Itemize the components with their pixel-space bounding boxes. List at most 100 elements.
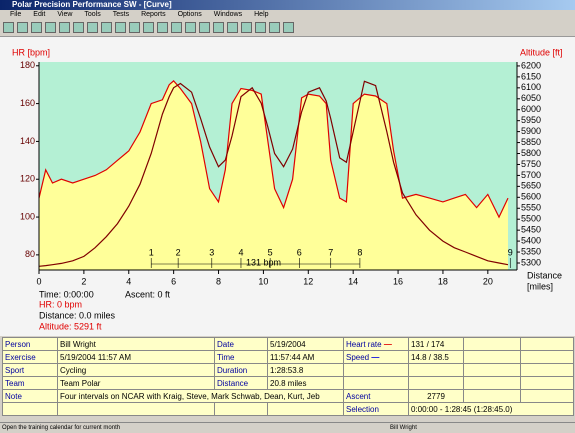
menu-item[interactable]: Windows xyxy=(213,11,243,18)
tool-button[interactable] xyxy=(171,22,182,33)
lap-label: 5 xyxy=(268,247,273,257)
label: Exercise xyxy=(2,350,58,364)
lap-label: 6 xyxy=(297,247,302,257)
y2-tick-label: 5500 xyxy=(521,214,541,224)
x-tick-label: 8 xyxy=(216,276,221,286)
value: 1:28:53.8 xyxy=(267,363,344,377)
tool-button[interactable] xyxy=(31,22,42,33)
menu-item[interactable]: Options xyxy=(177,11,202,18)
y2-tick-label: 5700 xyxy=(521,170,541,180)
menu-item[interactable]: Edit xyxy=(33,11,46,18)
tool-button[interactable] xyxy=(199,22,210,33)
label: Date xyxy=(214,337,268,351)
y2-tick-label: 5950 xyxy=(521,115,541,125)
tool-button[interactable] xyxy=(129,22,140,33)
y-tick-label: 80 xyxy=(25,249,35,259)
tool-button[interactable] xyxy=(283,22,294,33)
tool-button[interactable] xyxy=(269,22,280,33)
tool-button[interactable] xyxy=(3,22,14,33)
value: 5/19/2004 xyxy=(267,337,344,351)
y2-tick-label: 5900 xyxy=(521,126,541,136)
menu-item[interactable]: Reports xyxy=(141,11,166,18)
y2-tick-label: 5350 xyxy=(521,246,541,256)
x-tick-label: 18 xyxy=(438,276,448,286)
tool-button[interactable] xyxy=(45,22,56,33)
y-tick-label: 120 xyxy=(20,174,35,184)
x-tick-label: 14 xyxy=(348,276,358,286)
value: 0:00:00 - 1:28:45 (1:28:45.0) xyxy=(408,402,574,416)
tool-button[interactable] xyxy=(17,22,28,33)
y-tick-label: 140 xyxy=(20,136,35,146)
y-axis-title: HR [bpm] xyxy=(12,47,50,57)
tool-button[interactable] xyxy=(185,22,196,33)
label: Heart rate — xyxy=(343,337,409,351)
value: Team Polar xyxy=(57,376,215,390)
value: 2779 xyxy=(408,389,464,403)
lap-label: 2 xyxy=(176,247,181,257)
cursor-altitude: Altitude: 5291 ft xyxy=(39,321,102,331)
y2-tick-label: 5600 xyxy=(521,192,541,202)
x-tick-label: 2 xyxy=(81,276,86,286)
tool-button[interactable] xyxy=(101,22,112,33)
y2-tick-label: 6150 xyxy=(521,71,541,81)
tool-button[interactable] xyxy=(213,22,224,33)
x-tick-label: 10 xyxy=(258,276,268,286)
x-tick-label: 0 xyxy=(36,276,41,286)
menu-item[interactable]: Help xyxy=(254,11,269,18)
lap-label: 7 xyxy=(328,247,333,257)
value: 14.8 / 38.5 xyxy=(408,350,464,364)
cursor-time: Time: 0:00:00 xyxy=(39,289,94,299)
label: Duration xyxy=(214,363,268,377)
x-tick-label: 12 xyxy=(303,276,313,286)
tool-button[interactable] xyxy=(241,22,252,33)
value: 5/19/2004 11:57 AM xyxy=(57,350,215,364)
y2-tick-label: 5650 xyxy=(521,181,541,191)
menu-item[interactable]: File xyxy=(10,11,22,18)
status-bar: Open the training calendar for current m… xyxy=(0,422,575,433)
x-axis-title: [miles] xyxy=(527,281,553,291)
value: Cycling xyxy=(57,363,215,377)
value: 11:57:44 AM xyxy=(267,350,344,364)
lap-label: 4 xyxy=(238,247,243,257)
y2-tick-label: 6000 xyxy=(521,104,541,114)
chart: HR [bpm] Altitude [ft] Distance [miles] … xyxy=(0,37,575,336)
tool-button[interactable] xyxy=(59,22,70,33)
y2-tick-label: 6200 xyxy=(521,60,541,70)
label: Speed — xyxy=(343,350,409,364)
tool-button[interactable] xyxy=(115,22,126,33)
x-tick-label: 6 xyxy=(171,276,176,286)
lap-label: 3 xyxy=(209,247,214,257)
lap-label: 9 xyxy=(508,247,513,257)
label: Selection xyxy=(343,402,409,416)
label: Distance xyxy=(214,376,268,390)
tool-button[interactable] xyxy=(255,22,266,33)
y-tick-label: 100 xyxy=(20,211,35,221)
tool-button[interactable] xyxy=(157,22,168,33)
menu-item[interactable]: View xyxy=(57,11,73,18)
tool-button[interactable] xyxy=(73,22,84,33)
value: Four intervals on NCAR with Kraig, Steve… xyxy=(57,389,344,403)
x-tick-label: 20 xyxy=(483,276,493,286)
menu-item[interactable]: Tools xyxy=(84,11,101,18)
y2-tick-label: 5400 xyxy=(521,235,541,245)
y2-axis-title: Altitude [ft] xyxy=(520,47,563,57)
tool-button[interactable] xyxy=(143,22,154,33)
series-area xyxy=(39,80,509,271)
cursor-ascent: Ascent: 0 ft xyxy=(125,289,171,299)
y-tick-label: 180 xyxy=(20,60,35,70)
series-line xyxy=(38,80,509,267)
y2-tick-label: 6050 xyxy=(521,93,541,103)
label: Sport xyxy=(2,363,58,377)
label-text: Speed xyxy=(346,352,370,362)
y2-tick-label: 5800 xyxy=(521,148,541,158)
menu-item[interactable]: Tests xyxy=(112,11,130,18)
x-tick-label: 4 xyxy=(126,276,131,286)
lap-label: 8 xyxy=(357,247,362,257)
tool-button[interactable] xyxy=(227,22,238,33)
label: Ascent xyxy=(343,389,409,403)
y2-tick-label: 6100 xyxy=(521,82,541,92)
label-text: Heart rate xyxy=(346,339,382,349)
y2-tick-label: 5850 xyxy=(521,137,541,147)
tool-button[interactable] xyxy=(87,22,98,33)
